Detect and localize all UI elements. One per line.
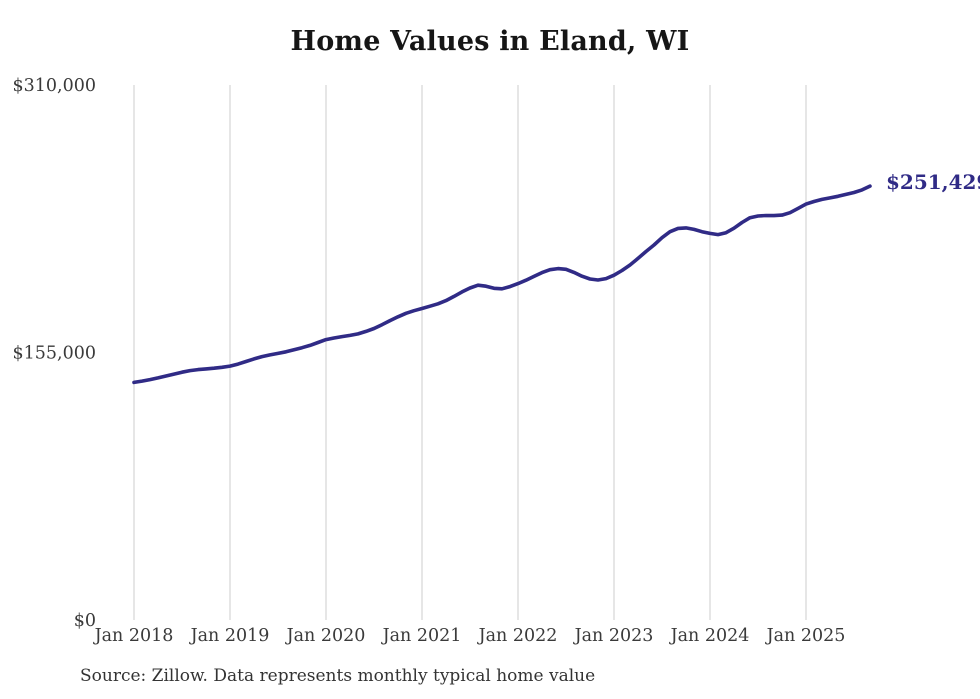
y-tick-label: $0 [74,611,96,631]
x-tick-label: Jan 2021 [381,626,462,646]
source-note: Source: Zillow. Data represents monthly … [80,666,596,686]
latest-value-label: $251,429 [886,170,980,194]
x-tick-label: Jan 2019 [189,626,270,646]
x-tick-label: Jan 2022 [477,626,558,646]
value-line [132,184,872,385]
chart-title: Home Values in Eland, WI [290,26,690,57]
x-tick-label: Jan 2018 [93,626,174,646]
y-tick-label: $310,000 [12,76,96,96]
x-tick-label: Jan 2020 [285,626,366,646]
y-tick-label: $155,000 [12,344,96,364]
x-tick-label: Jan 2024 [669,626,750,646]
x-tick-label: Jan 2025 [765,626,846,646]
x-tick-label: Jan 2023 [573,626,654,646]
